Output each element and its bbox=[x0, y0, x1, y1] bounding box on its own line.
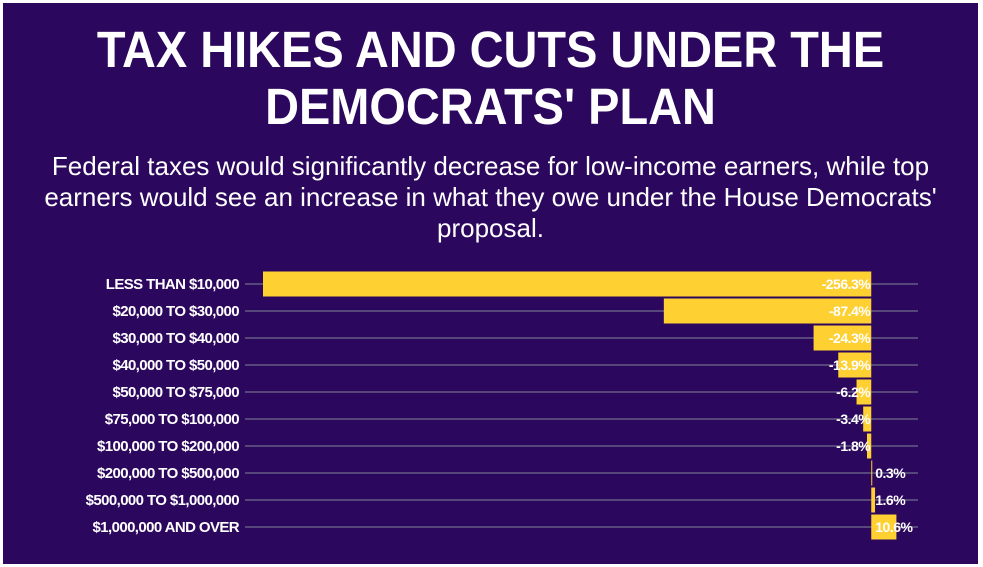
category-label: $40,000 TO $50,000 bbox=[112, 357, 239, 374]
bar bbox=[263, 271, 872, 297]
bar bbox=[871, 487, 876, 513]
bar-chart: LESS THAN $10,000 -256.3% $20,000 TO $30,0… bbox=[86, 271, 918, 540]
value-label: -6.2% bbox=[836, 384, 871, 400]
category-label: LESS THAN $10,000 bbox=[106, 276, 239, 293]
value-label: -256.3% bbox=[822, 276, 872, 292]
value-label: 0.3% bbox=[875, 465, 906, 481]
chart-title: TAX HIKES AND CUTS UNDER THE DEMOCRATS' … bbox=[96, 21, 885, 135]
bar bbox=[871, 460, 873, 486]
category-label: $75,000 TO $100,000 bbox=[105, 411, 240, 428]
category-label: $500,000 TO $1,000,000 bbox=[86, 492, 240, 509]
bar bbox=[856, 379, 872, 405]
value-label: -1.8% bbox=[836, 438, 871, 454]
value-label: 1.6% bbox=[875, 492, 906, 508]
value-label: -13.9% bbox=[829, 357, 871, 373]
bar bbox=[813, 325, 872, 351]
category-label: $30,000 TO $40,000 bbox=[112, 330, 239, 347]
bar bbox=[663, 298, 872, 324]
value-label: -87.4% bbox=[829, 303, 871, 319]
chart-subtitle: Federal taxes would significantly decrea… bbox=[44, 151, 937, 243]
value-label: 10.6% bbox=[875, 519, 913, 535]
category-label: $200,000 TO $500,000 bbox=[97, 465, 239, 482]
bar bbox=[866, 433, 872, 459]
chart-frame: TAX HIKES AND CUTS UNDER THE DEMOCRATS' … bbox=[3, 3, 978, 564]
category-label: $50,000 TO $75,000 bbox=[112, 384, 239, 401]
bar bbox=[838, 352, 872, 378]
bar bbox=[863, 406, 872, 432]
value-label: -3.4% bbox=[836, 411, 871, 427]
category-label: $20,000 TO $30,000 bbox=[112, 303, 239, 320]
value-label: -24.3% bbox=[829, 330, 871, 346]
bar bbox=[871, 514, 897, 540]
category-label: $100,000 TO $200,000 bbox=[97, 438, 239, 455]
category-label: $1,000,000 AND OVER bbox=[93, 519, 240, 536]
